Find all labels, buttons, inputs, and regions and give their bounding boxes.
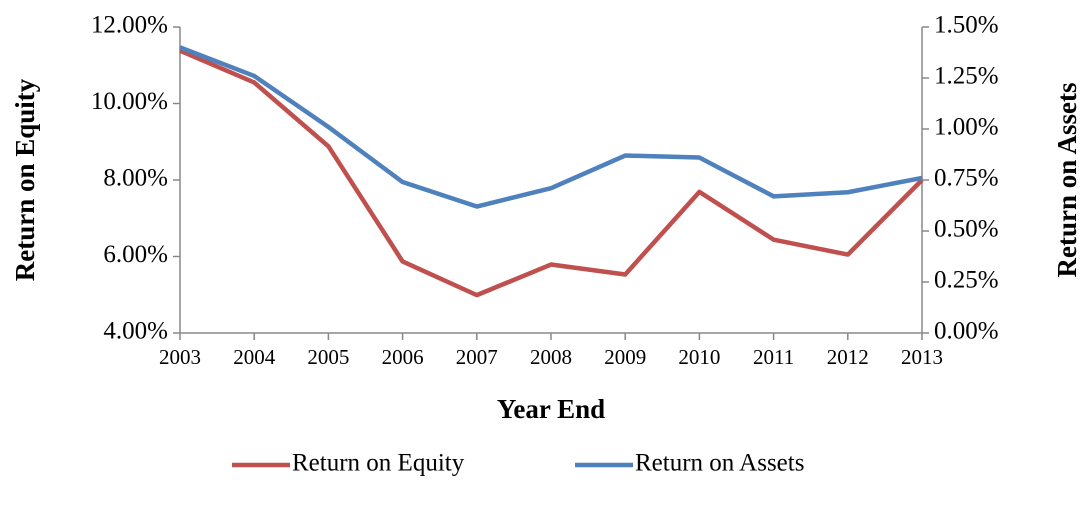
y2-tick-label: 1.50% <box>934 12 999 39</box>
x-tick-label: 2005 <box>307 345 349 369</box>
y-tick-label: 6.00% <box>103 241 168 268</box>
y-tick-label: 8.00% <box>103 165 168 192</box>
x-axis-title: Year End <box>497 394 605 424</box>
legend-label: Return on Assets <box>635 450 804 477</box>
x-tick-label: 2012 <box>827 345 869 369</box>
y2-tick-label: 0.25% <box>934 267 999 294</box>
line-series <box>179 45 923 209</box>
x-tick-label: 2009 <box>604 345 646 369</box>
x-tick-label: 2013 <box>901 345 943 369</box>
x-tick-label: 2010 <box>678 345 720 369</box>
legend-label: Return on Equity <box>292 450 465 477</box>
y2-tick-label: 0.75% <box>934 165 999 192</box>
y-tick-label: 4.00% <box>103 318 168 345</box>
x-tick-label: 2007 <box>456 345 498 369</box>
x-tick-label: 2008 <box>530 345 572 369</box>
x-tick-label: 2003 <box>159 345 201 369</box>
y2-tick-label: 1.00% <box>934 114 999 141</box>
y2-tick-label: 0.00% <box>934 318 999 345</box>
y2-axis-title: Return on Assets <box>1052 82 1082 277</box>
y-tick-label: 12.00% <box>91 12 168 39</box>
y-tick-label: 10.00% <box>91 88 168 115</box>
y-axis-title: Return on Equity <box>10 78 40 281</box>
y2-tick-label: 1.25% <box>934 63 999 90</box>
line-series <box>179 48 924 298</box>
y2-tick-label: 0.50% <box>934 216 999 243</box>
x-tick-label: 2004 <box>233 345 276 369</box>
x-tick-label: 2011 <box>753 345 794 369</box>
x-tick-label: 2006 <box>382 345 424 369</box>
